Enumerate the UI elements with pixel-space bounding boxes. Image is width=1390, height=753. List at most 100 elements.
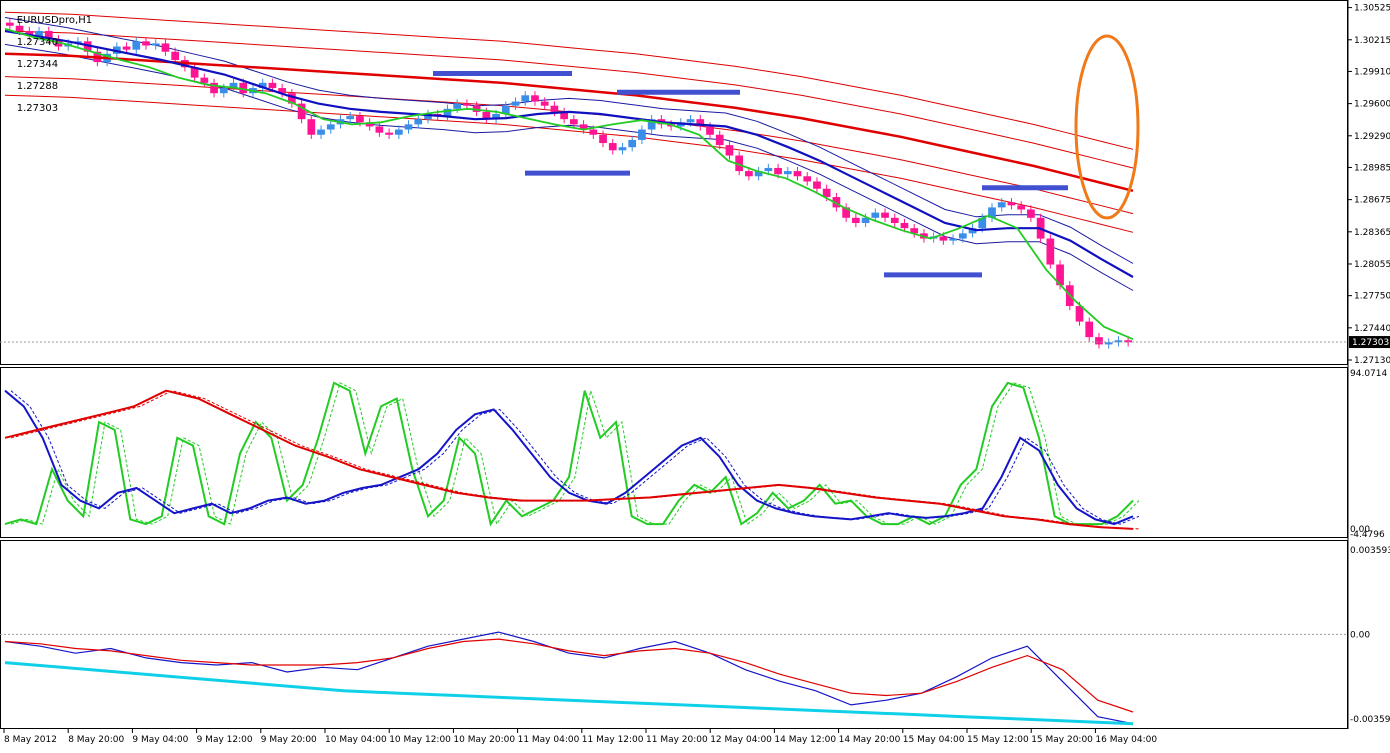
candle-body	[521, 95, 530, 102]
candle-body	[35, 30, 43, 37]
candle-body	[735, 155, 744, 172]
candle-body	[871, 212, 880, 218]
candle-body	[122, 46, 131, 50]
candle-body	[988, 207, 996, 218]
candle-body	[132, 41, 141, 50]
candle-body	[482, 111, 491, 120]
candle-body	[861, 217, 870, 223]
candle-body	[200, 77, 209, 83]
candle-body	[414, 119, 423, 125]
candle-body	[1104, 342, 1113, 345]
stochastic-tick-label: 0.00	[1350, 525, 1370, 535]
candle-body	[83, 41, 92, 52]
candle-body	[375, 126, 384, 133]
stoch-slow-line	[4, 389, 1134, 530]
candle-body	[881, 212, 889, 218]
candle-body	[813, 181, 821, 189]
price-tick-label: 1.27440	[1354, 324, 1390, 334]
candle-body	[842, 207, 850, 218]
time-tick-label: 9 May 20:00	[261, 735, 317, 745]
time-tick-label: 10 May 20:00	[453, 735, 515, 745]
candle-body	[978, 217, 987, 229]
price-tick-label: 1.27130	[1354, 356, 1390, 366]
candle-body	[764, 167, 773, 172]
macd-blue-line	[4, 631, 1134, 725]
candle-body	[356, 116, 364, 123]
time-tick-label: 9 May 04:00	[132, 735, 188, 745]
candle-body	[219, 88, 228, 94]
time-tick-label: 8 May 20:00	[68, 735, 124, 745]
envelope-line-3	[4, 94, 1134, 233]
candle-body	[210, 82, 218, 94]
candle-body	[239, 82, 248, 94]
candle-body	[453, 103, 462, 109]
candle-body	[910, 228, 919, 234]
candle-body	[939, 236, 948, 241]
candle-body	[715, 134, 724, 146]
candle-body	[268, 82, 277, 89]
highlight-ellipse	[1074, 34, 1140, 220]
candle-body	[511, 101, 520, 106]
candle-body	[531, 95, 539, 102]
macd-cyan-line	[4, 661, 1134, 726]
time-tick-label: 10 May 04:00	[325, 735, 387, 745]
high-value: 1.27344	[16, 59, 59, 70]
price-tick-label: 1.29600	[1354, 100, 1390, 110]
candle-body	[608, 143, 617, 151]
time-tick-label: 11 May 20:00	[646, 735, 708, 745]
candle-body	[997, 202, 1006, 208]
candle-body	[550, 105, 559, 112]
time-tick-label: 8 May 2012	[4, 735, 57, 745]
price-tick-label: 1.28985	[1354, 163, 1390, 173]
candle-body	[570, 119, 578, 125]
candle-body	[463, 103, 471, 106]
time-tick-label: 10 May 12:00	[389, 735, 451, 745]
envelope-line-1	[4, 30, 1134, 169]
candle-body	[297, 103, 306, 120]
price-tick-label: 1.29290	[1354, 132, 1390, 142]
candle-body	[44, 30, 53, 40]
macd-red-line	[4, 638, 1134, 713]
time-tick-label: 11 May 04:00	[518, 735, 580, 745]
candle-body	[628, 139, 637, 148]
macd-tick-label: 0.00	[1350, 630, 1370, 640]
time-tick-label: 15 May 12:00	[967, 735, 1029, 745]
candle-body	[832, 197, 841, 208]
candle-body	[190, 67, 199, 78]
candle-body	[365, 122, 374, 127]
candle-body	[589, 129, 598, 135]
candle-body	[822, 188, 831, 198]
candle-body	[1027, 209, 1035, 218]
low-value: 1.27288	[16, 81, 59, 92]
candle-body	[647, 119, 656, 130]
candle-body	[900, 222, 909, 229]
candle-body	[346, 116, 355, 120]
candle-body	[6, 22, 14, 26]
current-price-box	[1349, 336, 1390, 349]
open-value: 1.27340	[16, 37, 59, 48]
candle-body	[958, 233, 967, 239]
ema-slow-line	[4, 52, 1134, 193]
price-tick-label: 1.29910	[1354, 67, 1390, 77]
candle-body	[686, 119, 695, 123]
candle-body	[443, 108, 452, 117]
current-price-label: 1.27303	[1352, 338, 1389, 348]
stoch-slow-signal	[10, 390, 1140, 530]
candle-body	[501, 105, 510, 114]
bollinger-band-0	[4, 17, 1134, 264]
price-tick-label: 1.30215	[1354, 36, 1390, 46]
price-panel	[0, 0, 1348, 365]
candle-body	[258, 82, 267, 89]
candle-body	[25, 30, 34, 37]
candle-body	[1085, 321, 1094, 338]
time-tick-label: 12 May 04:00	[710, 735, 772, 745]
candle-body	[404, 124, 413, 130]
candle-body	[745, 171, 753, 177]
candle-body	[424, 113, 432, 120]
stochastic-tick-label: 94.0714	[1350, 369, 1387, 379]
stoch-main-signal	[10, 382, 1140, 526]
candle-body	[793, 171, 802, 177]
price-tick-label: 1.27750	[1354, 292, 1390, 302]
